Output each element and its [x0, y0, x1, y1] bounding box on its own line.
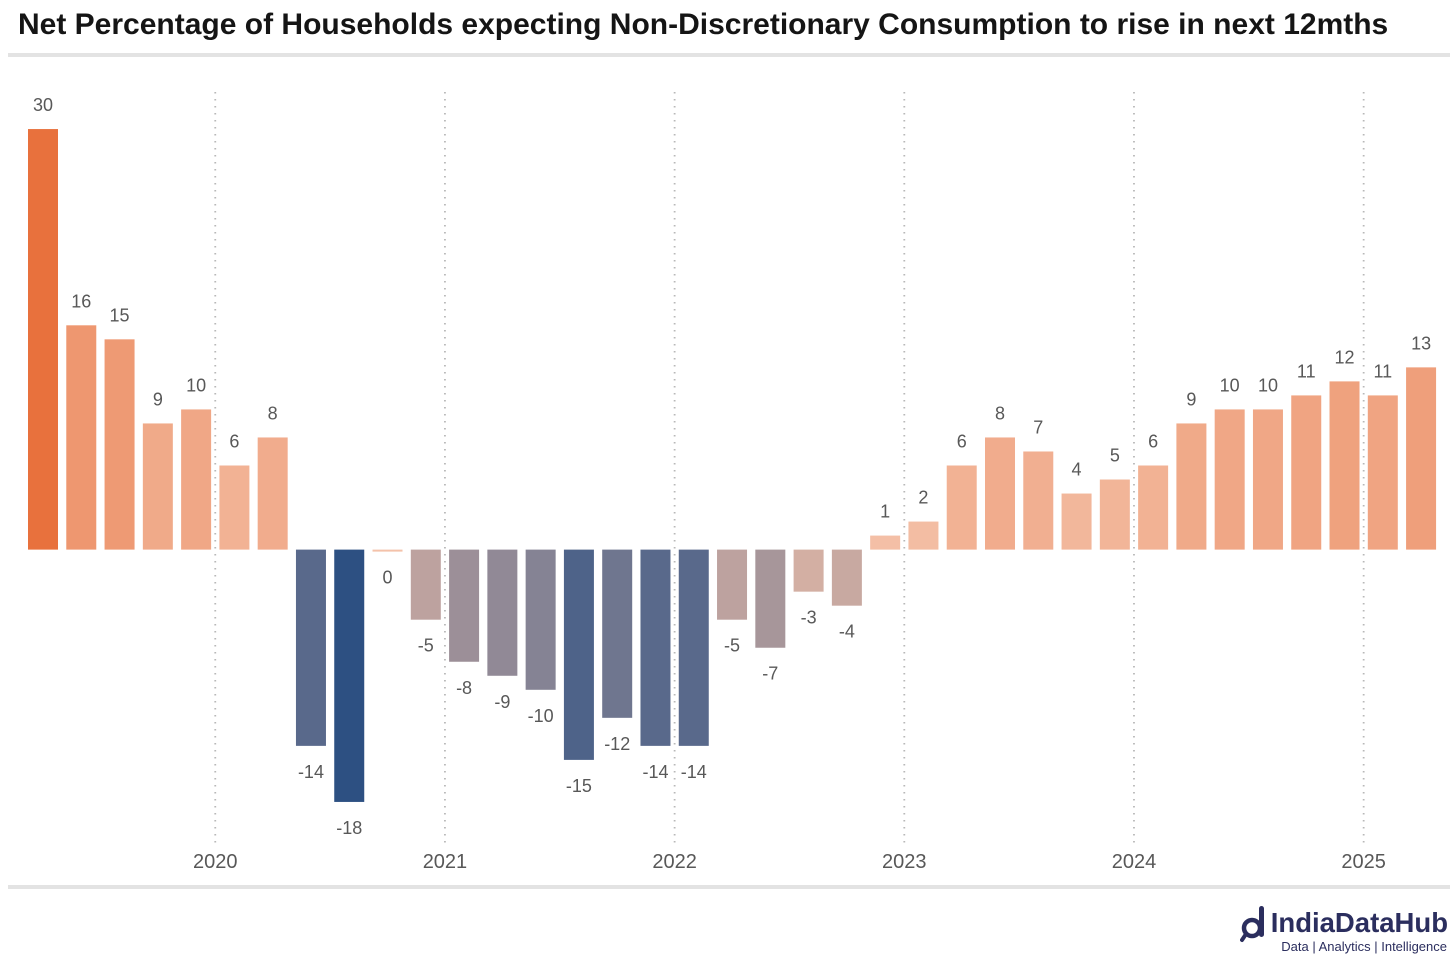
data-label: -5: [724, 636, 740, 656]
indiadatahub-logo-icon: [1240, 906, 1264, 942]
data-label: -14: [642, 762, 668, 782]
data-label: -14: [681, 762, 707, 782]
x-tick-label: 2023: [882, 851, 927, 873]
bar: [870, 535, 901, 550]
title-divider: [8, 53, 1450, 57]
data-label: -12: [604, 734, 630, 754]
logo-name: IndiaDataHub: [1270, 907, 1448, 938]
data-label: 15: [110, 305, 130, 325]
data-label: 0: [383, 568, 393, 588]
data-label: 12: [1335, 347, 1355, 367]
data-label: 13: [1411, 333, 1431, 353]
data-label: -7: [762, 664, 778, 684]
bar: [908, 521, 939, 550]
bar: [295, 549, 326, 746]
bar: [1252, 409, 1283, 550]
data-label: 6: [1148, 432, 1158, 452]
bar: [831, 549, 862, 606]
data-label: 8: [268, 403, 278, 423]
bar: [946, 465, 977, 550]
bar: [793, 549, 824, 592]
bar: [181, 409, 212, 550]
bar: [602, 549, 633, 718]
chart-title: Net Percentage of Households expecting N…: [18, 8, 1389, 41]
data-label: -18: [336, 818, 362, 838]
bar: [142, 423, 173, 550]
x-axis-tick-labels: 2020 2021 2022 2023 2024 2025: [193, 851, 1386, 873]
footer-divider: [8, 885, 1450, 889]
bar: [104, 339, 135, 550]
bar: [1367, 395, 1398, 550]
data-label: -8: [456, 678, 472, 698]
x-tick-label: 2025: [1341, 851, 1386, 873]
data-label: 9: [1186, 389, 1196, 409]
logo-tagline: Data | Analytics | Intelligence: [1281, 939, 1447, 954]
data-label: 6: [229, 432, 239, 452]
data-label: 11: [1373, 361, 1392, 381]
data-label: 30: [33, 95, 53, 115]
bar: [640, 549, 671, 746]
bar: [219, 465, 250, 550]
bar: [985, 437, 1015, 550]
bar: [1099, 479, 1130, 550]
data-label: 4: [1072, 460, 1082, 480]
bar: [1406, 367, 1437, 550]
bar: [487, 549, 518, 676]
bar: [372, 549, 403, 552]
bar: [1061, 493, 1092, 550]
data-label: 5: [1110, 446, 1120, 466]
data-label: -14: [298, 762, 324, 782]
bar: [678, 549, 709, 746]
data-label: 10: [186, 375, 206, 395]
x-tick-label: 2020: [193, 851, 238, 873]
bar: [28, 129, 58, 550]
bar: [1214, 409, 1245, 550]
data-label: 8: [995, 403, 1005, 423]
data-label: 1: [880, 502, 890, 522]
data-label: -4: [839, 622, 855, 642]
x-tick-label: 2022: [652, 851, 697, 873]
bar: [66, 325, 97, 550]
bar: [410, 549, 441, 620]
bar: [525, 549, 556, 690]
bar: [334, 549, 365, 802]
data-label: 16: [71, 291, 91, 311]
bar: [1023, 451, 1054, 550]
bar: [257, 437, 288, 550]
bar: [717, 549, 748, 620]
data-label: 10: [1258, 375, 1278, 395]
bar: [1291, 395, 1322, 550]
bar: [1329, 381, 1360, 550]
x-tick-label: 2024: [1112, 851, 1157, 873]
data-label: 11: [1297, 361, 1316, 381]
data-label: 6: [957, 432, 967, 452]
bar: [1138, 465, 1169, 550]
data-label: -3: [801, 608, 817, 628]
data-label: -10: [528, 706, 554, 726]
bars: [28, 129, 1437, 802]
data-label: 10: [1220, 375, 1240, 395]
bar: [1176, 423, 1207, 550]
data-label: -9: [494, 692, 510, 712]
bar: [755, 549, 786, 648]
x-tick-label: 2021: [423, 851, 468, 873]
data-label: 7: [1033, 417, 1043, 437]
data-label: 9: [153, 389, 163, 409]
data-label: -15: [566, 776, 592, 796]
bar: [563, 549, 594, 760]
bar: [449, 549, 480, 662]
data-label: 2: [918, 488, 928, 508]
data-label: -5: [418, 636, 434, 656]
